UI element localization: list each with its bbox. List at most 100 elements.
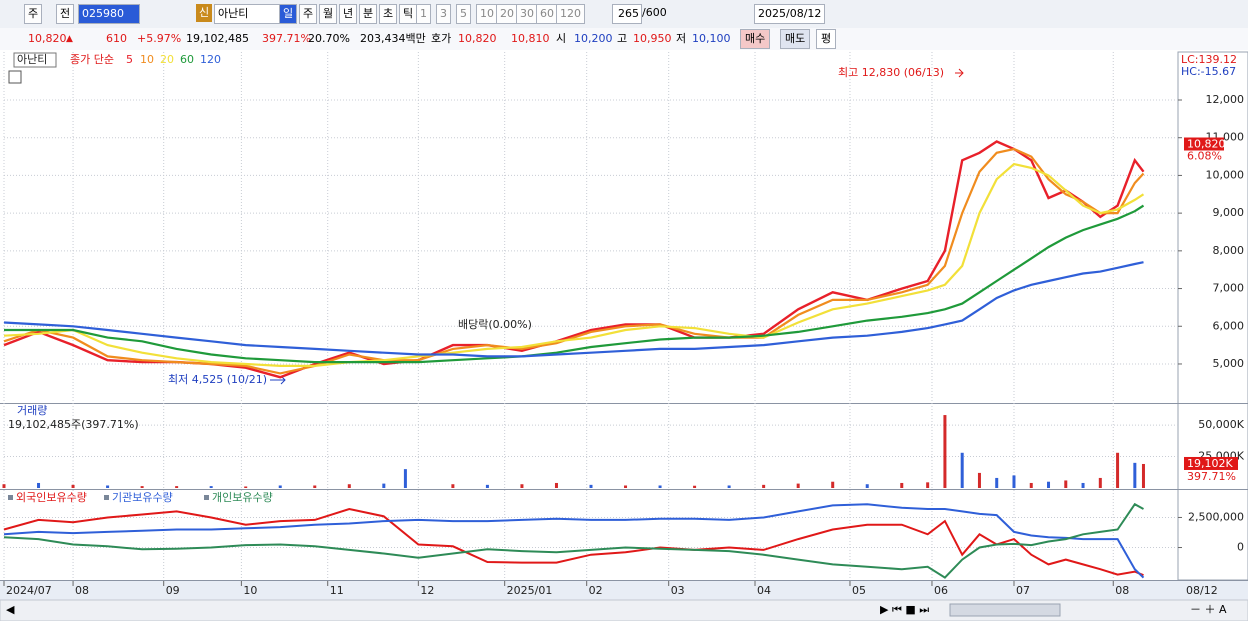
interval-button[interactable]: 3 — [436, 4, 451, 24]
y-tick-label: 6,000 — [1213, 319, 1245, 332]
volume-bar — [943, 415, 947, 488]
volume-bar — [140, 486, 144, 488]
period-button[interactable]: 년 — [339, 4, 358, 24]
volume-bar — [727, 485, 731, 488]
chart-subtitle: 종가 단순 — [70, 53, 114, 66]
zoom-controls[interactable]: － ＋ A — [1190, 603, 1227, 616]
period-select[interactable]: 주 — [24, 4, 43, 24]
title-box — [13, 52, 57, 68]
interval-button[interactable]: 1 — [416, 4, 431, 24]
x-tick-label: 12 — [420, 584, 434, 597]
quote-ask: 10,820 — [458, 32, 497, 45]
volume-bar — [1081, 482, 1085, 488]
volume-bar — [71, 484, 75, 488]
volume-bar — [1141, 463, 1145, 488]
chart-area: ◀ ▶ ⏮ ■ ⏭ － ＋ A 2024/07 08 09 10 11 12 2025/01… — [0, 50, 1248, 621]
volume-bar — [831, 481, 835, 488]
period-button[interactable]: 주 — [299, 4, 318, 24]
new-tag: 신 — [196, 4, 213, 22]
scroll-left[interactable]: ◀ — [6, 603, 15, 616]
interval-button[interactable]: 10 — [476, 4, 498, 24]
series-line — [4, 204, 1145, 364]
stock-name[interactable]: 아난티 — [214, 4, 280, 24]
volume-bar — [1116, 452, 1120, 488]
y-tick-label: 50,000K — [1198, 418, 1244, 431]
scroll-nav[interactable]: ▶ ⏮ ■ ⏭ — [880, 603, 929, 616]
stock-code[interactable]: 025980 — [78, 4, 140, 24]
volume-bar — [1029, 482, 1033, 488]
chart-background — [0, 50, 1248, 621]
panel-title: 거래량 — [17, 404, 47, 417]
legend-label: 5 — [126, 53, 133, 66]
volume-bar — [960, 452, 964, 488]
interval-button[interactable]: 5 — [456, 4, 471, 24]
volume-bar — [995, 477, 999, 488]
interval-button[interactable]: 20 — [496, 4, 518, 24]
scroll-thumb[interactable] — [949, 603, 1061, 617]
prev-button[interactable]: 전 — [56, 4, 75, 24]
date-input[interactable]: 2025/08/12 — [754, 4, 826, 24]
quote-turnover: 20.70% — [308, 32, 350, 45]
lc-label: LC:139.12 — [1181, 53, 1237, 66]
legend-label: 기관보유수량 — [112, 491, 173, 504]
x-tick-label: 03 — [671, 584, 685, 597]
volume-bar — [624, 485, 628, 488]
volume-bar — [900, 482, 904, 488]
volume-bar — [37, 482, 41, 488]
volume-bar — [865, 484, 869, 488]
end-date: 08/12 — [1186, 584, 1218, 597]
y-tick-label: 12,000 — [1206, 93, 1245, 106]
legend-label: 60 — [180, 53, 194, 66]
volume-bar — [796, 483, 800, 488]
quote-bar: 10,820 ▲ 610 +5.97% 19,102,485 397.71% 20.70% 2… — [0, 28, 1248, 51]
period-button[interactable]: 틱 — [399, 4, 418, 24]
interval-button[interactable]: 60 — [536, 4, 558, 24]
volume-ratio: 397.71% — [1187, 470, 1236, 483]
quote-avg[interactable]: 평 — [816, 29, 837, 49]
volume-bar — [278, 485, 282, 488]
period-button[interactable]: 일 — [279, 4, 298, 24]
quote-low: 10,100 — [692, 32, 731, 45]
quote-buy[interactable]: 매수 — [740, 29, 771, 49]
series-line — [3, 503, 1145, 579]
x-tick-label: 08 — [1115, 584, 1129, 597]
volume-bar — [1064, 480, 1068, 488]
grid-icon[interactable] — [8, 70, 22, 84]
x-tick-label: 2025/01 — [507, 584, 553, 597]
volume-bar — [762, 484, 766, 488]
volume-bar — [485, 484, 489, 488]
volume-bar — [520, 484, 524, 488]
count-max: /600 — [642, 6, 667, 19]
period-button[interactable]: 월 — [319, 4, 338, 24]
quote-arrow: ▲ — [66, 34, 73, 44]
volume-bar — [209, 486, 213, 488]
legend-swatch — [204, 495, 209, 500]
volume-bar — [451, 484, 455, 488]
quote-high: 10,950 — [633, 32, 672, 45]
chart-title: 아난티 — [17, 53, 47, 66]
quote-open-label: 시 — [556, 32, 567, 45]
period-button[interactable]: 초 — [379, 4, 398, 24]
y-tick-label: 9,000 — [1213, 206, 1245, 219]
quote-sell[interactable]: 매도 — [780, 29, 811, 49]
interval-button[interactable]: 120 — [556, 4, 585, 24]
count-input[interactable]: 265 — [612, 4, 642, 24]
volume-bar — [403, 469, 407, 488]
volume-bar — [1098, 477, 1102, 488]
annotation: 최저 4,525 (10/21) — [168, 373, 267, 386]
y-tick-label: 10,000 — [1206, 168, 1245, 181]
series-line — [3, 162, 1145, 367]
interval-button[interactable]: 30 — [516, 4, 538, 24]
last-volume-label: 19,102K — [1187, 457, 1233, 470]
scrollbar[interactable] — [0, 599, 1248, 621]
quote-high-label: 고 — [617, 32, 628, 45]
volume-bar — [1047, 481, 1051, 488]
legend-swatch — [104, 495, 109, 500]
toolbar: 주 전 025980 신 아난티 일 주 월 년 분 초 틱 1 3 5 10 20 30 60 120 265/600… — [0, 0, 1248, 29]
x-tick-label: 04 — [757, 584, 771, 597]
quote-change-pct: +5.97% — [137, 32, 182, 45]
quote-quote-label: 호가 — [431, 32, 452, 45]
period-button[interactable]: 분 — [359, 4, 378, 24]
legend-label: 개인보유수량 — [212, 491, 273, 504]
